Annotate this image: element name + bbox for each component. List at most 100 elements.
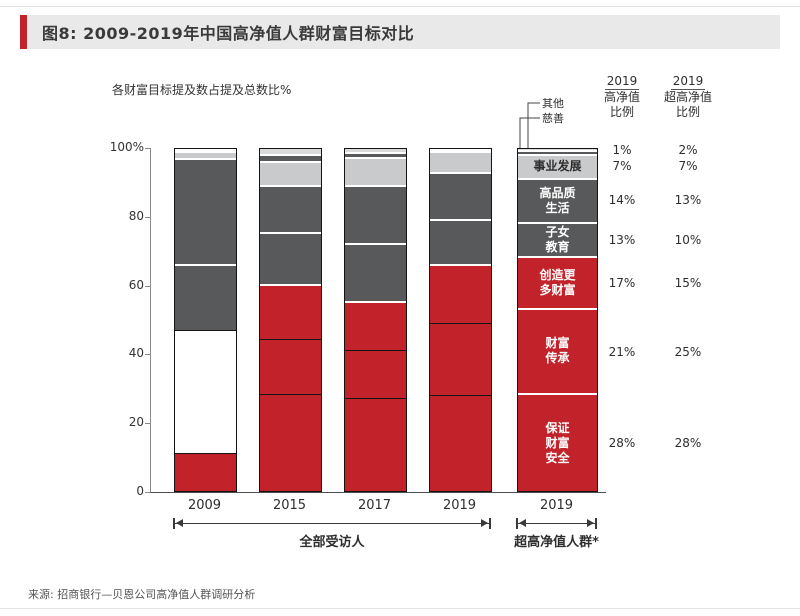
segment-label: 创造更 多财富 <box>539 268 576 298</box>
bar-segment: 保证 财富 安全 <box>518 395 597 491</box>
bar-segment <box>175 149 236 151</box>
y-tick-label: 80 <box>128 208 144 223</box>
column-value: 28% <box>608 435 636 450</box>
bar-segment <box>345 350 406 399</box>
column-value: 1% <box>612 143 632 158</box>
column-value: 15% <box>674 275 702 290</box>
bar-segment: 高品质 生活 <box>518 179 597 225</box>
bar-segment <box>260 155 321 163</box>
y-tick-mark <box>145 423 150 425</box>
column-value: 21% <box>608 344 636 359</box>
bar-segment <box>430 395 491 491</box>
column-value: 7% <box>678 158 698 173</box>
bar-segment: 子女 教育 <box>518 224 597 259</box>
group-label: 超高净值人群* <box>514 535 599 550</box>
bar-segment <box>345 159 406 187</box>
segment-label: 子女 教育 <box>545 225 570 255</box>
bar-segment <box>430 221 491 266</box>
bar-segment: 创造更 多财富 <box>518 258 597 310</box>
y-tick-label: 60 <box>128 277 144 292</box>
column-value: 7% <box>612 158 632 173</box>
bracket-arrow-right <box>587 519 594 527</box>
column-value: 14% <box>608 193 636 208</box>
segment-label: 高品质 生活 <box>539 185 576 215</box>
bar-segment <box>518 149 597 153</box>
bar-segment <box>260 340 321 396</box>
column-value: 17% <box>608 275 636 290</box>
bracket-arrow-left <box>519 519 526 527</box>
x-axis-label: 2017 <box>357 498 392 513</box>
bar-segment <box>345 244 406 303</box>
segment-label: 事业发展 <box>533 159 582 174</box>
bar-segment <box>345 154 406 160</box>
x-axis-label: 2019 <box>442 498 477 513</box>
bar-segment <box>260 149 321 156</box>
y-tick-label: 100% <box>109 140 144 154</box>
bar-segment <box>260 285 321 341</box>
bar-segment <box>430 265 491 324</box>
bracket-arrow-left <box>176 519 183 527</box>
segment-label: 保证 财富 安全 <box>545 420 570 465</box>
column-value: 25% <box>674 344 702 359</box>
bar-2019 <box>429 148 492 492</box>
bar-2019-uhnw: 事业发展高品质 生活子女 教育创造更 多财富 财富 传承保证 财富 安全 <box>517 148 598 492</box>
bar-segment <box>260 186 321 235</box>
bar-2009 <box>174 148 237 492</box>
page-border-bottom <box>0 608 800 609</box>
bar-segment <box>175 153 236 160</box>
callout-label-charity: 慈善 <box>542 112 564 125</box>
bracket-line <box>518 523 595 524</box>
bar-segment: 财富 传承 <box>518 309 597 396</box>
bar-segment <box>175 265 236 331</box>
bar-segment <box>345 398 406 491</box>
callout-lines <box>519 102 540 151</box>
x-axis-label: 2015 <box>272 498 307 513</box>
column-header-metric: 比例 <box>609 105 634 120</box>
y-tick-label: 0 <box>136 484 144 498</box>
column-header-year: 2019 <box>670 74 706 90</box>
y-tick-mark <box>145 148 150 149</box>
y-tick-mark <box>145 492 150 493</box>
x-axis-label: 2009 <box>187 498 222 513</box>
bar-segment <box>430 323 491 396</box>
column-header-group: 高净值 <box>603 89 640 104</box>
segment-label: 财富 传承 <box>545 336 570 366</box>
page-border-top <box>0 6 800 7</box>
group-bracket <box>173 518 491 529</box>
bar-segment <box>260 162 321 187</box>
y-tick-mark <box>145 285 150 287</box>
x-axis-label: 2019 <box>539 498 574 513</box>
bar-segment <box>175 330 236 454</box>
bar-segment <box>175 453 236 491</box>
plot-area: 事业发展高品质 生活子女 教育创造更 多财富 财富 传承保证 财富 安全 <box>150 148 606 493</box>
column-value: 13% <box>608 232 636 247</box>
bar-segment <box>345 186 406 245</box>
column-header-year: 2019 <box>604 74 640 90</box>
bar-segment <box>430 149 491 151</box>
bracket-line <box>175 523 489 524</box>
bar-segment <box>430 151 491 153</box>
bar-segment <box>260 395 321 491</box>
y-axis-title: 各财富目标提及数占提及总数比% <box>112 83 292 97</box>
figure-title: 图8: 2009-2019年中国高净值人群财富目标对比 <box>42 24 415 43</box>
column-value: 13% <box>674 193 702 208</box>
column-header-hnw: 2019 高净值 比例 <box>582 74 662 121</box>
bracket-end-tick <box>489 518 491 529</box>
bar-2015 <box>259 148 322 492</box>
y-tick-mark <box>145 354 150 356</box>
callout-label-other: 其他 <box>542 97 564 110</box>
column-value: 28% <box>674 435 702 450</box>
bar-2017 <box>344 148 407 492</box>
column-header-group: 超高净值 <box>663 89 712 104</box>
source-note: 来源: 招商银行—贝恩公司高净值人群调研分析 <box>28 588 256 601</box>
title-accent-bar <box>20 15 27 49</box>
bar-segment <box>430 153 491 174</box>
y-tick-label: 20 <box>128 415 144 430</box>
bar-segment <box>345 149 406 155</box>
bracket-end-tick <box>595 518 597 529</box>
bar-segment <box>518 152 597 156</box>
group-label: 全部受访人 <box>299 535 365 550</box>
group-bracket <box>516 518 597 529</box>
y-tick-label: 40 <box>128 346 144 361</box>
